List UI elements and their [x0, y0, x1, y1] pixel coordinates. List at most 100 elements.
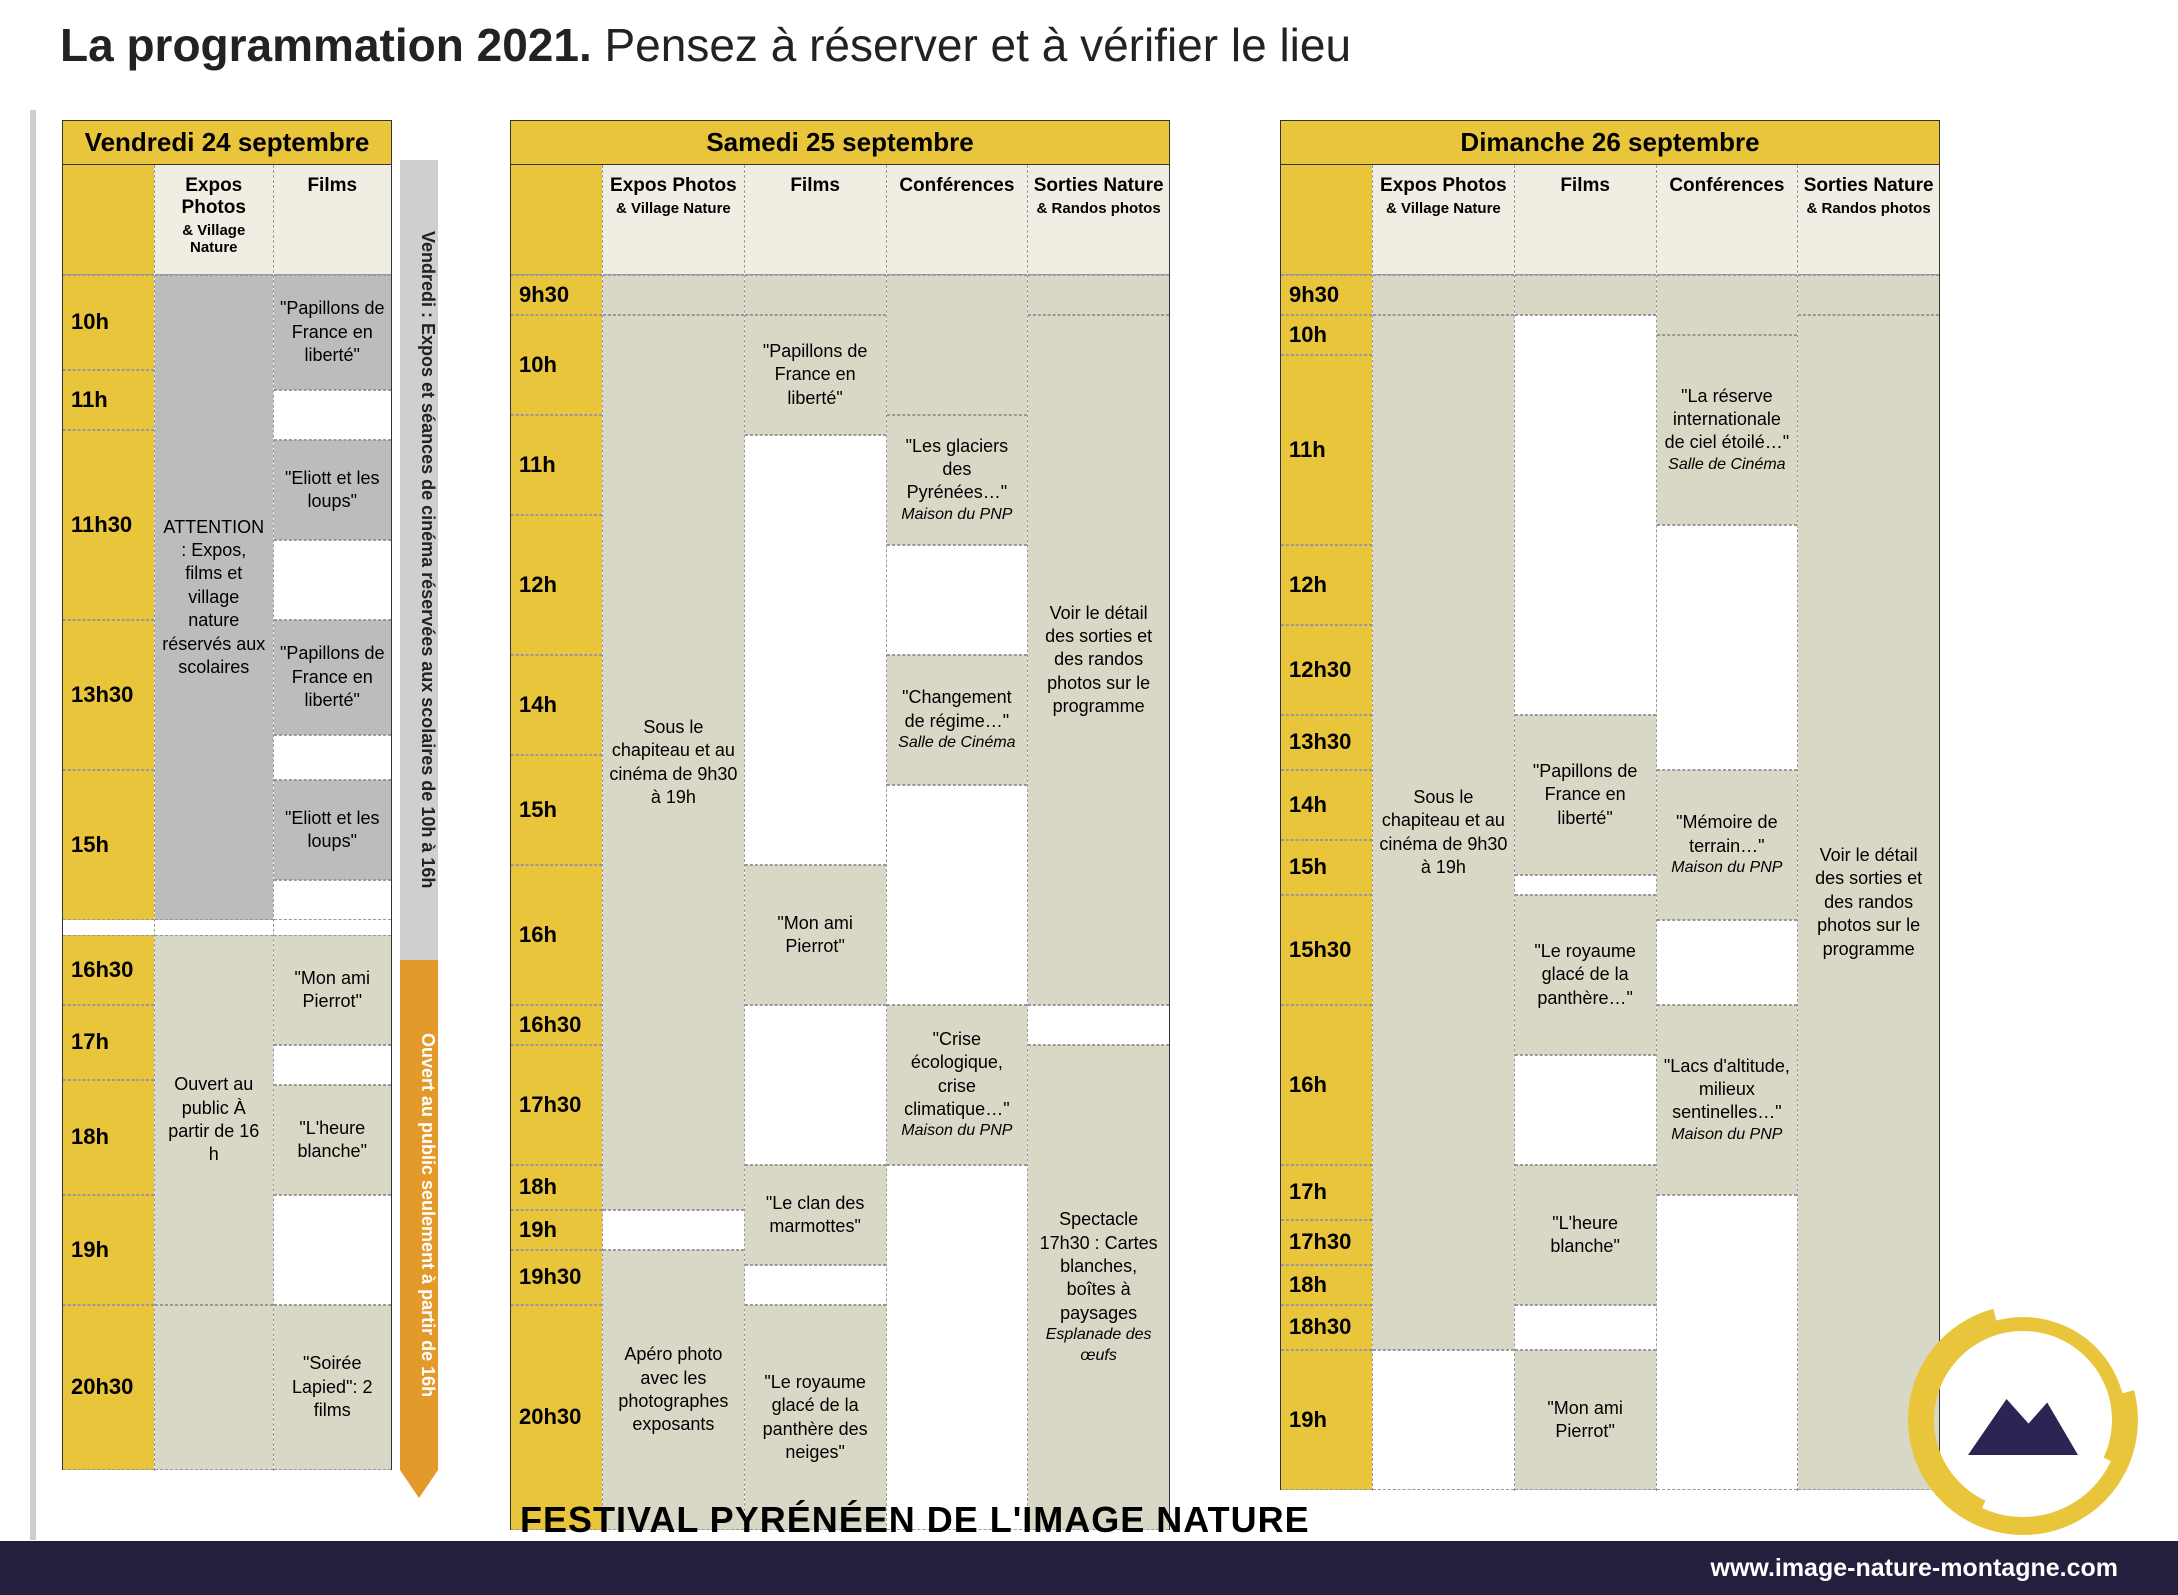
- time-label: 15h30: [1281, 895, 1372, 1005]
- schedule-slot: [1657, 275, 1798, 335]
- fri-sidebar: Vendredi : Expos et séances de cinéma ré…: [400, 160, 438, 1470]
- time-label: 19h: [63, 1195, 154, 1305]
- schedule-slot: [1373, 1350, 1514, 1490]
- schedule-slot: Spectacle 17h30 : Cartes blanches, boîte…: [1028, 1045, 1169, 1530]
- day-sunday: Dimanche 26 septembre 9h3010h11h12h12h30…: [1280, 120, 1940, 1490]
- time-label: 13h30: [63, 620, 154, 770]
- schedule-slot: "Mon ami Pierrot": [274, 935, 392, 1045]
- time-label: 16h: [1281, 1005, 1372, 1165]
- fri-sidebar-orange: Ouvert au public seulement à partir de 1…: [400, 960, 438, 1470]
- schedule-slot: Voir le détail des sorties et des randos…: [1028, 315, 1169, 1005]
- schedule-slot: [1515, 275, 1656, 315]
- time-label: 18h: [63, 1080, 154, 1195]
- footer-bar: www.image-nature-montagne.com: [0, 1541, 2178, 1595]
- festival-title: FESTIVAL PYRÉNÉEN DE L'IMAGE NATURE: [520, 1499, 1310, 1541]
- schedule-slot: "Papillons de France en liberté": [1515, 715, 1656, 875]
- schedule-slot: "Eliott et les loups": [274, 440, 392, 540]
- sun-sorties-col: Sorties Nature& Randos photos Voir le dé…: [1798, 165, 1939, 1491]
- col-hdr-sub: & Randos photos: [1032, 200, 1165, 217]
- schedule-slot: [274, 1045, 392, 1085]
- col-hdr-films: Films: [278, 175, 388, 197]
- schedule-slot: [887, 785, 1028, 1005]
- schedule-slot: "Le clan des marmottes": [745, 1165, 886, 1265]
- schedule-slot: [745, 275, 886, 315]
- fri-time-col: 10h11h11h3013h3015h16h3017h18h19h20h30: [63, 165, 155, 1471]
- time-label: 17h: [63, 1005, 154, 1080]
- fri-sidebar-grey: Vendredi : Expos et séances de cinéma ré…: [400, 160, 438, 960]
- time-label: 10h: [1281, 315, 1372, 355]
- schedule-slot: "Les glaciers des Pyrénées…"Maison du PN…: [887, 415, 1028, 545]
- col-hdr-sub: & Randos photos: [1802, 200, 1935, 217]
- sat-expos-col: Expos Photos& Village Nature Sous le cha…: [603, 165, 745, 1531]
- time-label: 17h: [1281, 1165, 1372, 1220]
- time-label: 16h: [511, 865, 602, 1005]
- schedule-slot: "Le royaume glacé de la panthère…": [1515, 895, 1656, 1055]
- schedule-slot: [1515, 315, 1656, 715]
- fri-films-col: Films "Papillons de France en liberté" "E…: [274, 165, 392, 1471]
- page-title: La programmation 2021. Pensez à réserver…: [60, 18, 1351, 72]
- col-hdr-sub: & Village Nature: [607, 200, 740, 217]
- schedule-slot: "Le royaume glacé de la panthère des nei…: [745, 1305, 886, 1530]
- time-label: 16h30: [63, 935, 154, 1005]
- time-label: 11h: [1281, 355, 1372, 545]
- schedule-slot: Apéro photo avec les photographes exposa…: [603, 1250, 744, 1530]
- schedule-slot: [1373, 275, 1514, 315]
- sun-time-col: 9h3010h11h12h12h3013h3014h15h15h3016h17h…: [1281, 165, 1373, 1491]
- time-label: 15h: [1281, 840, 1372, 895]
- time-label: 17h30: [511, 1045, 602, 1165]
- schedule-slot: [274, 540, 392, 620]
- schedule-slot: [1798, 275, 1939, 315]
- schedule-slot: [745, 435, 886, 865]
- schedule-slot: "Lacs d'altitude, milieux sentinelles…"M…: [1657, 1005, 1798, 1195]
- time-label: 13h30: [1281, 715, 1372, 770]
- col-hdr-expos: Expos Photos: [159, 175, 269, 219]
- schedule-slot: "L'heure blanche": [1515, 1165, 1656, 1305]
- schedule-slot: "L'heure blanche": [274, 1085, 392, 1195]
- time-label: 14h: [1281, 770, 1372, 840]
- schedule-slot: [887, 275, 1028, 415]
- time-label: 18h30: [1281, 1305, 1372, 1350]
- time-label: 18h: [511, 1165, 602, 1210]
- fri-sidebar-arrow: [400, 1470, 438, 1498]
- time-label: 14h: [511, 655, 602, 755]
- title-bold: La programmation 2021.: [60, 19, 592, 71]
- time-label: 19h: [1281, 1350, 1372, 1490]
- schedule-slot: Ouvert au public À partir de 16 h: [155, 935, 273, 1305]
- schedule-slot: [155, 1305, 273, 1470]
- col-hdr: Sorties Nature: [1802, 175, 1935, 197]
- sat-sorties-col: Sorties Nature& Randos photos Voir le dé…: [1028, 165, 1169, 1531]
- schedule-slot: ATTENTION : Expos, films et village natu…: [155, 275, 273, 920]
- schedule-slot: [1657, 1195, 1798, 1490]
- time-label: 20h30: [63, 1305, 154, 1470]
- sat-conf-col: Conférences "Les glaciers des Pyrénées…"…: [887, 165, 1029, 1531]
- time-label: 18h: [1281, 1265, 1372, 1305]
- schedule-slot: [745, 1265, 886, 1305]
- schedule-slot: [887, 1165, 1028, 1530]
- schedule-slot: [274, 880, 392, 920]
- col-hdr: Films: [749, 175, 882, 197]
- day-header-fri: Vendredi 24 septembre: [63, 121, 391, 165]
- schedule-slot: [274, 1195, 392, 1305]
- schedule-slot: "Mon ami Pierrot": [1515, 1350, 1656, 1490]
- time-label: 12h30: [1281, 625, 1372, 715]
- schedule-slot: Sous le chapiteau et au cinéma de 9h30 à…: [603, 315, 744, 1210]
- fri-expos-col: Expos Photos& Village Nature ATTENTION :…: [155, 165, 274, 1471]
- schedule-slot: [1515, 875, 1656, 895]
- schedule-slot: [1657, 525, 1798, 770]
- time-label: 10h: [511, 315, 602, 415]
- time-label: 11h: [511, 415, 602, 515]
- time-label: 16h30: [511, 1005, 602, 1045]
- schedule-slot: "Papillons de France en liberté": [745, 315, 886, 435]
- title-light: Pensez à réserver et à vérifier le lieu: [592, 19, 1351, 71]
- footer-url: www.image-nature-montagne.com: [1711, 1554, 2118, 1583]
- schedule-slot: [603, 1210, 744, 1250]
- day-friday: Vendredi 24 septembre 10h11h11h3013h3015…: [62, 120, 392, 1470]
- festival-logo: [1908, 1305, 2138, 1535]
- schedule-slot: "Papillons de France en liberté": [274, 620, 392, 735]
- time-label: 10h: [63, 275, 154, 370]
- schedule-slot: "Crise écologique, crise climatique…"Mai…: [887, 1005, 1028, 1165]
- time-label: 9h30: [511, 275, 602, 315]
- time-label: 12h: [1281, 545, 1372, 625]
- schedule-slot: [745, 1005, 886, 1165]
- schedule-slot: "La réserve internationale de ciel étoil…: [1657, 335, 1798, 525]
